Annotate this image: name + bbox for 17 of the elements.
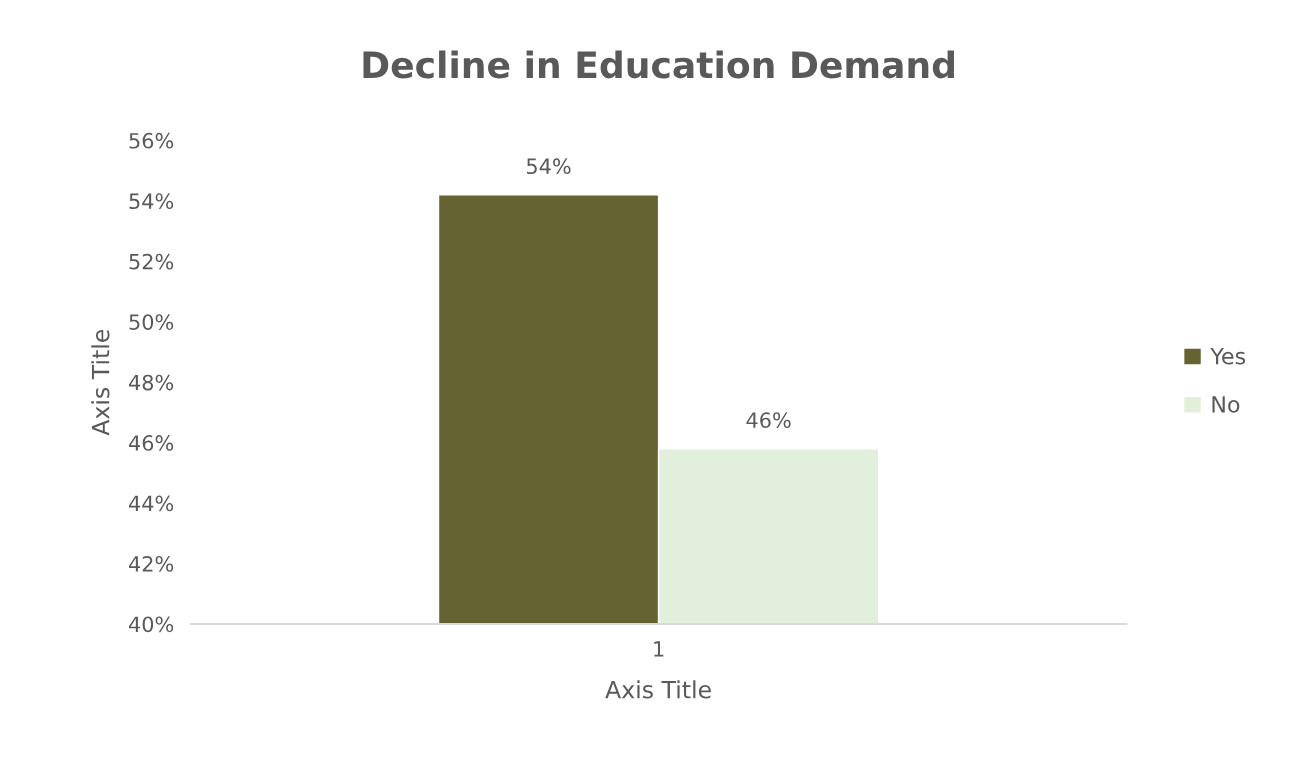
legend-label: No (1212, 396, 1240, 413)
y-tick-label: 42% (129, 556, 174, 572)
x-axis-title: Axis Title (605, 680, 711, 699)
chart-title: Decline in Education Demand (363, 50, 954, 79)
y-tick-label: 40% (129, 616, 174, 633)
y-tick-label: 56% (129, 132, 174, 149)
legend-label: Yes (1210, 348, 1246, 365)
y-tick-label: 44% (129, 495, 174, 512)
x-tick-label: 1 (654, 641, 664, 657)
y-tick-label: 52% (129, 253, 174, 270)
data-label: 46% (746, 412, 791, 428)
y-tick-label: 54% (129, 193, 174, 210)
y-tick-label: 48% (129, 374, 174, 391)
data-label: 54% (527, 158, 571, 175)
y-tick-label: 46% (129, 435, 174, 451)
y-tick-label: 50% (129, 314, 174, 330)
y-axis-title: Axis Title (91, 329, 110, 436)
